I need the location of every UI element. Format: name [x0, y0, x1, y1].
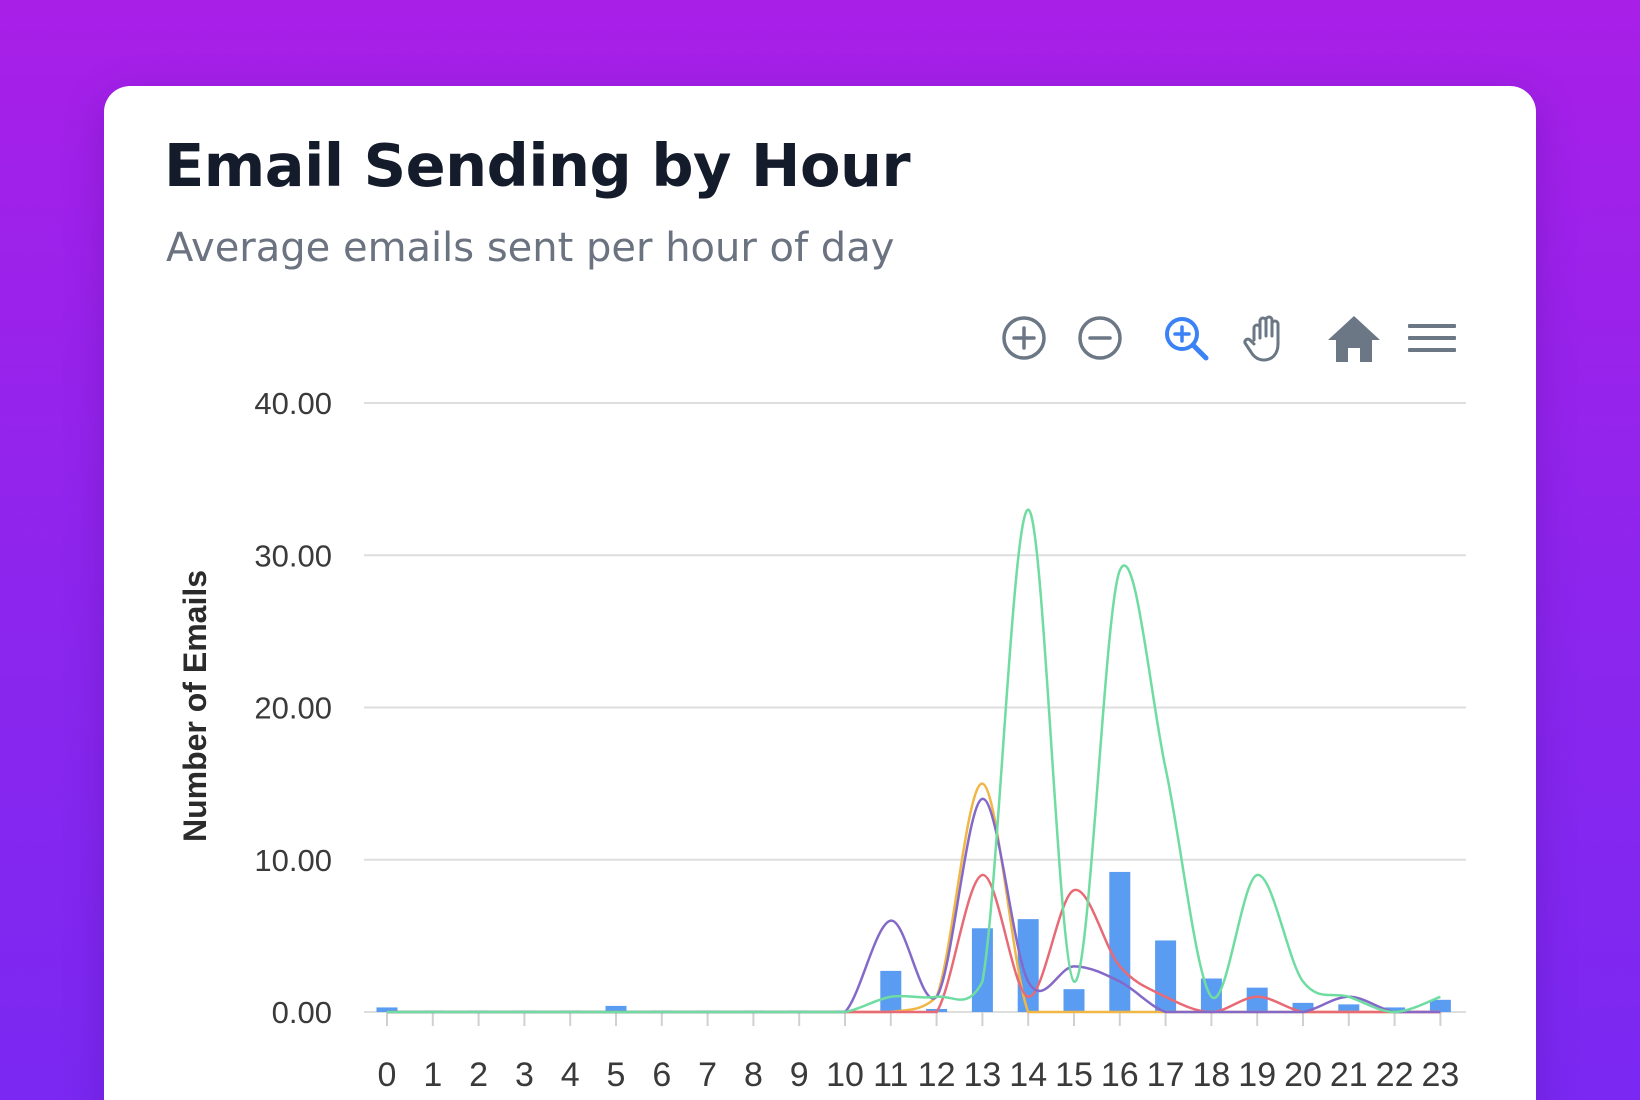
x-tick-label: 14 — [1009, 1056, 1047, 1094]
chart-plot: 0.00 10.00 20.00 30.00 40.00 Number of Emails… — [177, 386, 1466, 1094]
chart-card: Email Sending by Hour Average emails sen… — [104, 86, 1536, 1100]
x-tick-label: 11 — [873, 1056, 908, 1094]
x-tick-label: 4 — [561, 1056, 580, 1094]
zoom-in-button[interactable] — [994, 308, 1054, 368]
series-line[interactable] — [387, 797, 1441, 1014]
reset-zoom-button[interactable] — [1324, 308, 1384, 368]
bar[interactable] — [376, 1007, 398, 1012]
x-tick-label: 20 — [1284, 1056, 1322, 1094]
zoom-out-icon — [1078, 316, 1122, 360]
zoom-out-button[interactable] — [1070, 308, 1130, 368]
x-tick-label: 8 — [744, 1056, 763, 1094]
pan-icon — [1243, 315, 1280, 362]
bar[interactable] — [1017, 919, 1039, 1012]
x-tick-label: 1 — [423, 1056, 442, 1094]
series-line[interactable] — [387, 782, 1441, 1014]
series-line[interactable] — [387, 873, 1441, 1014]
menu-button[interactable] — [1402, 308, 1462, 368]
y-axis-label: Number of Emails — [177, 570, 213, 842]
x-tick-label: 3 — [515, 1056, 534, 1094]
x-tick-label: 13 — [963, 1056, 1001, 1094]
bar[interactable] — [971, 928, 993, 1012]
x-tick-label: 12 — [918, 1056, 956, 1094]
x-tick-label: 21 — [1330, 1056, 1368, 1094]
bar[interactable] — [1384, 1007, 1406, 1012]
bar[interactable] — [1429, 999, 1451, 1012]
selection-zoom-icon — [1165, 317, 1209, 361]
x-tick-label: 15 — [1055, 1056, 1093, 1094]
y-tick-label: 0.00 — [272, 995, 332, 1030]
x-tick-label: 9 — [790, 1056, 809, 1094]
bar[interactable] — [1338, 1004, 1360, 1012]
menu-icon — [1408, 324, 1456, 352]
x-tick-label: 6 — [652, 1056, 671, 1094]
y-tick-label: 30.00 — [254, 538, 332, 573]
x-tick-label: 17 — [1147, 1056, 1185, 1094]
series-line[interactable] — [387, 508, 1441, 1014]
bar[interactable] — [880, 970, 902, 1012]
x-tick-label: 5 — [607, 1056, 626, 1094]
reset-zoom-home-icon — [1328, 316, 1380, 362]
x-tick-label: 0 — [378, 1056, 397, 1094]
bar[interactable] — [605, 1005, 627, 1012]
chart-subtitle: Average emails sent per hour of day — [166, 225, 895, 271]
pan-button[interactable] — [1236, 308, 1296, 368]
x-tick-label: 18 — [1192, 1056, 1230, 1094]
y-tick-label: 20.00 — [254, 691, 332, 726]
x-tick-label: 23 — [1421, 1056, 1459, 1094]
bar[interactable] — [1063, 989, 1085, 1012]
bar[interactable] — [1109, 871, 1131, 1012]
y-tick-label: 40.00 — [254, 386, 332, 421]
x-tick-label: 7 — [698, 1056, 717, 1094]
x-tick-label: 22 — [1376, 1056, 1414, 1094]
chart-title: Email Sending by Hour — [164, 131, 911, 200]
chart-toolbar — [994, 308, 1564, 368]
x-tick-label: 16 — [1101, 1056, 1139, 1094]
x-tick-label: 19 — [1238, 1056, 1276, 1094]
x-tick-label: 10 — [826, 1056, 864, 1094]
selection-zoom-button[interactable] — [1156, 308, 1216, 368]
bar[interactable] — [1246, 987, 1268, 1012]
bar[interactable] — [1292, 1002, 1314, 1012]
zoom-in-icon — [1002, 316, 1046, 360]
x-tick-label: 2 — [469, 1056, 488, 1094]
y-tick-label: 10.00 — [254, 843, 332, 878]
